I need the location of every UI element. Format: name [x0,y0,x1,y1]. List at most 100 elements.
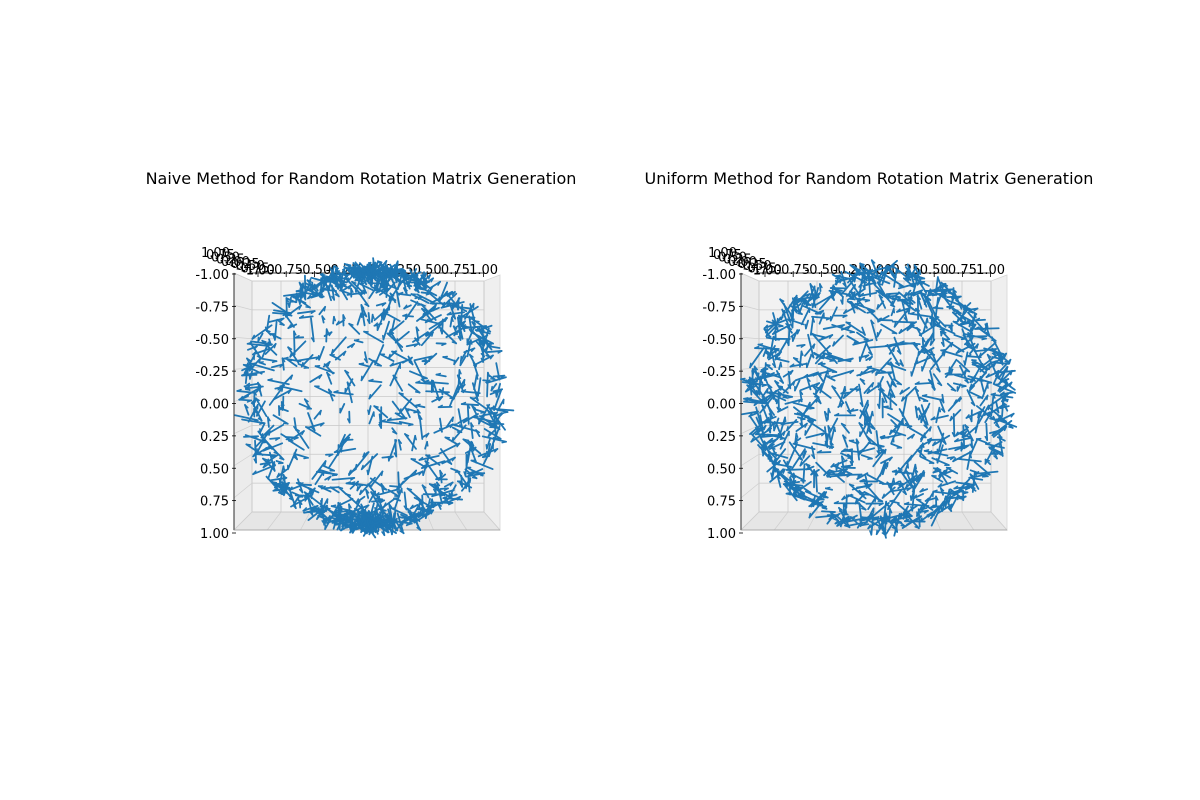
quiver-arrow [899,505,910,519]
quiver-arrow [920,345,936,363]
quiver-arrow [988,447,1003,456]
y-tick-label: -0.50 [195,333,229,348]
quiver-arrow-head [326,519,331,524]
quiver-arrow-head [948,503,953,509]
quiver-arrow-head [767,428,771,434]
quiver-arrow-head [302,507,307,512]
quiver-arrow [462,438,482,455]
quiver-arrow [368,411,375,425]
quiver-arrow-head [380,499,385,504]
quiver-arrow-head [1003,425,1008,432]
quiver-arrow-head [382,334,385,341]
quiver-arrow-head [746,397,753,400]
quiver-arrow-head [861,507,867,511]
z-tick-label: -0.25 [733,257,767,272]
quiver-arrow-head [398,291,404,295]
quiver-arrow [377,287,397,302]
quiver-arrow-head [421,470,424,476]
quiver-arrow [964,424,974,442]
quiver-arrow-head [900,512,903,519]
quiver-arrow-head [870,426,876,430]
quiver-arrow [374,344,385,366]
quiver-arrow [941,330,951,341]
quiver-arrow-head [997,386,1001,392]
quiver-arrow-head [965,343,970,349]
x-tick-label: 0.75 [948,263,977,278]
quiver-arrow-head [964,444,970,449]
quiver-arrow-head [437,404,443,408]
quiver-arrow-head [463,471,467,477]
quiver-arrow-head [824,411,829,416]
quiver-arrow-head [324,518,331,521]
quiver-arrow-head [842,393,847,399]
quiver-arrow [893,308,910,328]
quiver-arrow-head [827,469,831,475]
quiver-arrow [389,363,402,387]
quiver-arrow-head [789,369,794,375]
quiver-arrow-head [318,510,322,516]
quiver-arrow-head [1008,358,1012,365]
quiver-arrow [496,398,505,412]
grid-line-wall [233,482,253,499]
quiver-arrow-head [952,457,957,463]
quiver-arrow [251,324,273,340]
quiver-arrow [477,448,499,458]
quiver-arrow-head [994,369,1000,374]
quiver-arrow-head [812,343,816,349]
quiver-arrow [775,421,783,438]
quiver-arrow-head [301,430,305,436]
quiver-arrow [783,303,792,323]
quiver-arrow-head [1010,412,1015,418]
quiver-arrow-head [962,491,969,495]
quiver-arrow [786,444,798,467]
quiver-arrow-head [255,397,260,402]
quiver-arrow-head [926,317,929,324]
quiver-arrow-head [805,463,811,467]
quiver-arrow-head [304,398,309,403]
quiver-arrow [821,510,836,513]
quiver-arrow [791,448,806,470]
quiver-arrow [811,445,816,460]
quiver-arrow [794,379,801,392]
quiver-arrow-head [443,487,449,492]
quiver-arrow [354,451,370,470]
quiver-arrow [772,312,779,332]
quiver-arrow-head [416,408,421,414]
quiver-arrow-head [319,409,322,416]
quiver-arrow-head [267,416,271,422]
quiver-arrow [858,383,864,408]
quiver-arrow-head [778,325,784,328]
quiver-arrow-head [914,526,920,529]
quiver-arrow [902,504,918,517]
quiver-arrow-head [844,524,850,528]
quiver-arrow [391,350,413,363]
quiver-arrow [424,460,440,481]
x-tick-label: 0.50 [413,263,442,278]
quiver-arrow-head [812,498,815,504]
quiver-arrow-head [356,292,363,296]
quiver-arrow-head [366,319,371,324]
quiver-arrow-head [333,316,337,322]
quiver-arrow-head [858,422,864,427]
quiver-arrow [404,301,419,321]
quiver-arrow-head [324,460,327,466]
quiver-arrow-head [493,448,499,453]
quiver-arrow [446,311,465,316]
quiver-arrow [411,434,417,452]
quiver-arrow-head [910,371,913,377]
quiver-arrow-head [456,442,461,448]
quiver-arrow-head [798,398,803,403]
quiver-arrow [777,385,789,394]
quiver-arrow [284,304,303,318]
quiver-arrow-head [888,371,894,375]
quiver-arrow [804,343,816,357]
quiver-arrow [842,434,849,448]
quiver-arrow [272,487,295,492]
quiver-arrow-head [974,313,977,319]
quiver-arrow-head [993,455,998,460]
quiver-arrow [467,475,471,493]
quiver-arrow-head [917,414,921,421]
quiver-arrow-head [840,299,844,305]
quiver-arrow [407,383,421,394]
quiver-arrow-head [1000,391,1005,396]
